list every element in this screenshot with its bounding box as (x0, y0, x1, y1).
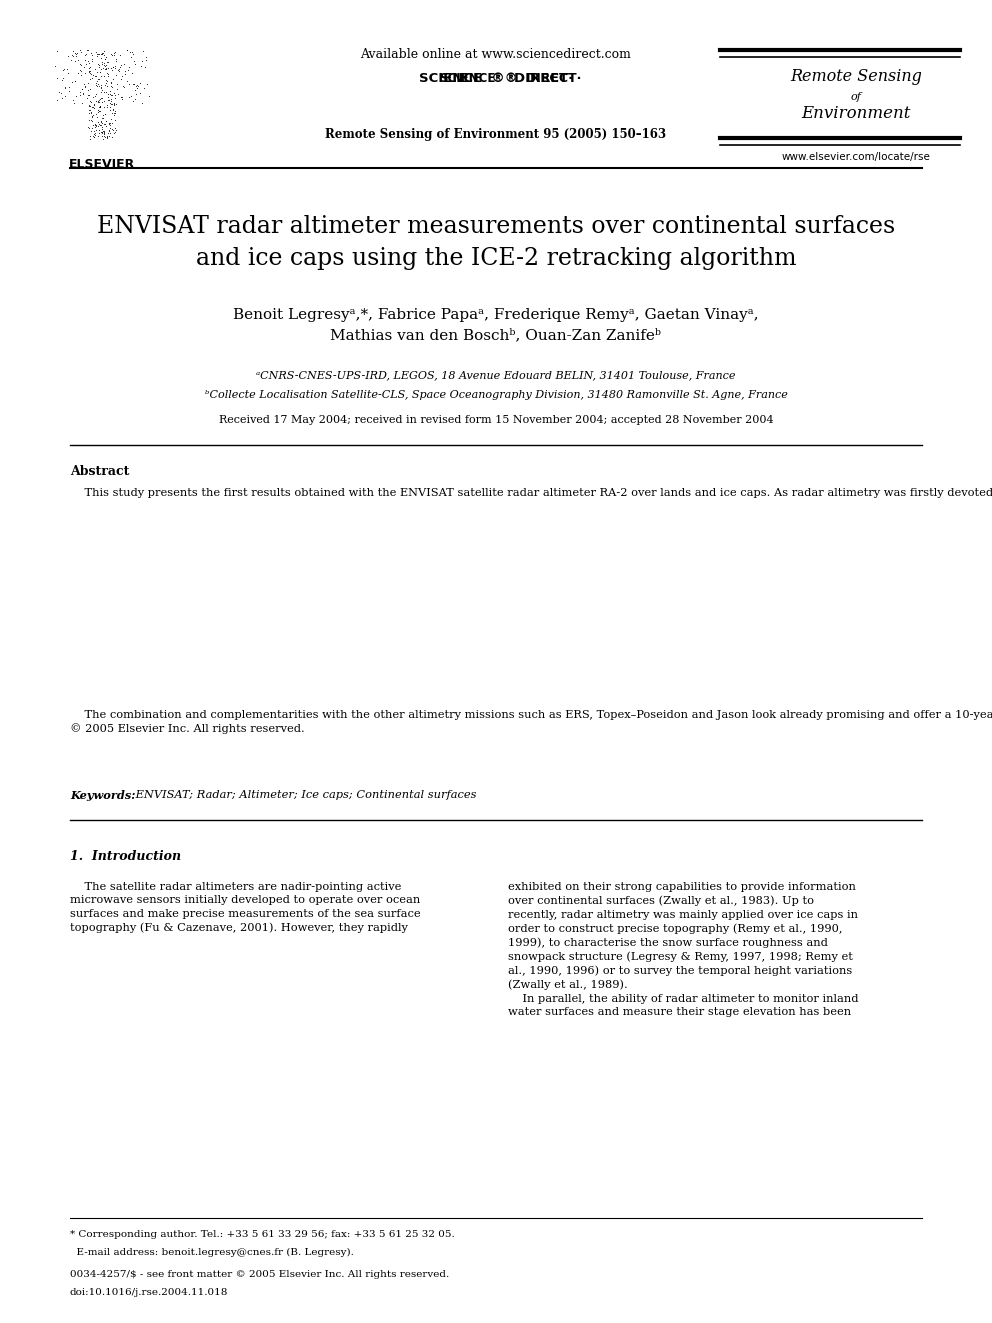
Text: SCIENCE: SCIENCE (439, 71, 496, 85)
Text: ENVISAT; Radar; Altimeter; Ice caps; Continental surfaces: ENVISAT; Radar; Altimeter; Ice caps; Con… (132, 790, 476, 800)
Text: Remote Sensing: Remote Sensing (790, 67, 922, 85)
Text: exhibited on their strong capabilities to provide information
over continental s: exhibited on their strong capabilities t… (508, 882, 858, 1017)
Text: ᵇCollecte Localisation Satellite-CLS, Space Oceanography Division, 31480 Ramonvi: ᵇCollecte Localisation Satellite-CLS, Sp… (204, 390, 788, 400)
Text: doi:10.1016/j.rse.2004.11.018: doi:10.1016/j.rse.2004.11.018 (70, 1289, 228, 1297)
Text: * Corresponding author. Tel.: +33 5 61 33 29 56; fax: +33 5 61 25 32 05.: * Corresponding author. Tel.: +33 5 61 3… (70, 1230, 454, 1240)
Text: Abstract: Abstract (70, 464, 129, 478)
Text: ELSEVIER: ELSEVIER (69, 157, 136, 171)
Text: ®  DIRECT·: ® DIRECT· (496, 71, 581, 85)
Text: 0034-4257/$ - see front matter © 2005 Elsevier Inc. All rights reserved.: 0034-4257/$ - see front matter © 2005 El… (70, 1270, 449, 1279)
Text: Received 17 May 2004; received in revised form 15 November 2004; accepted 28 Nov: Received 17 May 2004; received in revise… (218, 415, 774, 425)
Text: The combination and complementarities with the other altimetry missions such as : The combination and complementarities wi… (70, 710, 992, 734)
Text: Remote Sensing of Environment 95 (2005) 150–163: Remote Sensing of Environment 95 (2005) … (325, 128, 667, 142)
Text: Keywords:: Keywords: (70, 790, 136, 800)
Text: E-mail address: benoit.legresy@cnes.fr (B. Legresy).: E-mail address: benoit.legresy@cnes.fr (… (70, 1248, 354, 1257)
Text: www.elsevier.com/locate/rse: www.elsevier.com/locate/rse (782, 152, 930, 161)
Text: This study presents the first results obtained with the ENVISAT satellite radar : This study presents the first results ob… (70, 488, 992, 497)
Text: SCIENCE  ®  DIRECT·: SCIENCE ® DIRECT· (419, 71, 573, 85)
Text: Benoit Legresyᵃ,*, Fabrice Papaᵃ, Frederique Remyᵃ, Gaetan Vinayᵃ,
Mathias van d: Benoit Legresyᵃ,*, Fabrice Papaᵃ, Freder… (233, 308, 759, 343)
Text: ᵃCNRS-CNES-UPS-IRD, LEGOS, 18 Avenue Edouard BELIN, 31401 Toulouse, France: ᵃCNRS-CNES-UPS-IRD, LEGOS, 18 Avenue Edo… (256, 370, 736, 380)
Text: The satellite radar altimeters are nadir-pointing active
microwave sensors initi: The satellite radar altimeters are nadir… (70, 882, 421, 933)
Text: of: of (850, 93, 861, 102)
Text: Available online at www.sciencedirect.com: Available online at www.sciencedirect.co… (360, 48, 632, 61)
Text: ENVISAT radar altimeter measurements over continental surfaces
and ice caps usin: ENVISAT radar altimeter measurements ove… (97, 216, 895, 270)
Text: Environment: Environment (802, 105, 911, 122)
Text: 1.  Introduction: 1. Introduction (70, 849, 182, 863)
